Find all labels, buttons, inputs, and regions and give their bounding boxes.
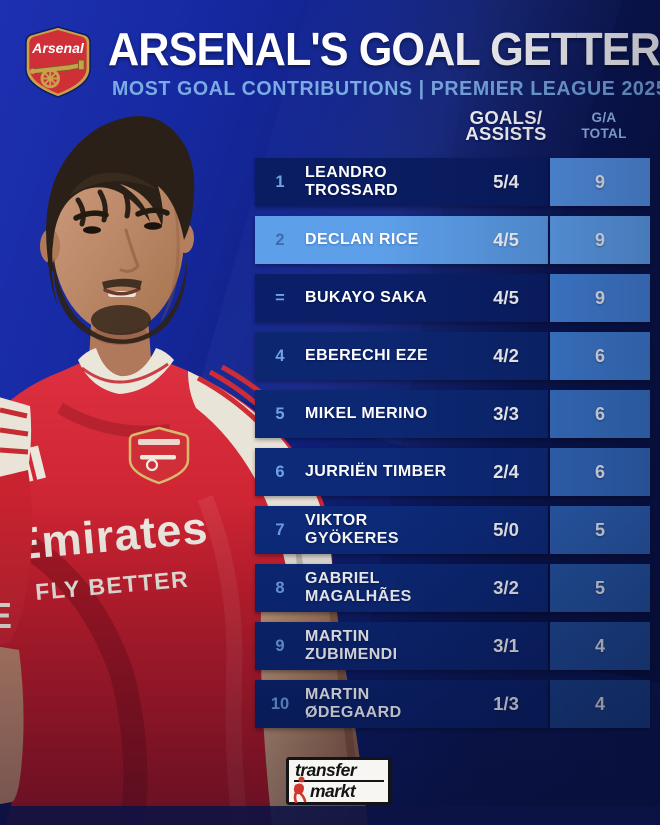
- row-main-cell: 1 LEANDRO TROSSARD 5/4: [255, 158, 548, 206]
- arsenal-chest-crest-icon: [128, 426, 190, 485]
- player-name: MARTIN ØDEGAARD: [305, 686, 402, 721]
- player-head: [40, 116, 195, 344]
- rank-cell: 8: [275, 578, 285, 597]
- column-header-total-line2: TOTAL: [581, 126, 627, 141]
- ga-total-cell: 9: [550, 274, 650, 322]
- page-title: ARSENAL'S GOAL GETTERS: [108, 23, 660, 75]
- goals-assists-value: 3/2: [493, 577, 519, 598]
- rank-cell: 10: [270, 694, 290, 713]
- goals-assists-value: 4/5: [493, 287, 519, 308]
- row-main-cell: 4 EBERECHI EZE 4/2: [255, 332, 548, 380]
- row-main-cell: 5 MIKEL MERINO 3/3: [255, 390, 548, 438]
- table-row: 6 JURRIËN TIMBER 2/4 6: [255, 448, 650, 496]
- player-name: VIKTOR GYÖKERES: [305, 512, 399, 547]
- ga-total-cell: 6: [550, 448, 650, 496]
- ga-total-cell: 4: [550, 622, 650, 670]
- left-edge-photo-strip: E: [0, 397, 33, 825]
- rank-cell: =: [275, 288, 285, 307]
- ga-total-cell: 6: [550, 390, 650, 438]
- column-header-goals-line1: GOALS/: [469, 107, 543, 128]
- fly-better-wordmark: FLY BETTER: [34, 566, 190, 605]
- rank-cell: 1: [275, 172, 285, 191]
- ga-total-cell: 6: [550, 332, 650, 380]
- player-name: JURRIËN TIMBER: [305, 463, 447, 480]
- row-main-cell: = BUKAYO SAKA 4/5: [255, 274, 548, 322]
- column-header-ga-total: G/A TOTAL: [554, 110, 654, 142]
- table-row: 1 LEANDRO TROSSARD 5/4 9: [255, 158, 650, 206]
- goals-assists-value: 2/4: [493, 461, 519, 482]
- rank-cell: 4: [275, 346, 285, 365]
- column-header-goals-assists: GOALS/ ASSISTS: [464, 107, 548, 144]
- goals-assists-value: 3/1: [493, 635, 519, 656]
- emirates-wordmark: Emirates: [8, 502, 210, 570]
- row-main-cell: 7 VIKTOR GYÖKERES 5/0: [255, 506, 548, 554]
- player-name: LEANDRO TROSSARD: [305, 164, 398, 199]
- ga-total-cell: 5: [550, 506, 650, 554]
- row-main-cell: 10 MARTIN ØDEGAARD 1/3: [255, 680, 548, 728]
- crest-wordmark: Arsenal: [31, 40, 85, 56]
- bottom-shade-strip: [0, 806, 660, 825]
- table-row: = BUKAYO SAKA 4/5 9: [255, 274, 650, 322]
- table-row: 7 VIKTOR GYÖKERES 5/0 5: [255, 506, 650, 554]
- svg-text:E: E: [0, 595, 12, 636]
- player-name: BUKAYO SAKA: [305, 289, 428, 306]
- goals-assists-value: 4/2: [493, 345, 519, 366]
- crest-cannon-icon: [30, 59, 85, 89]
- adidas-logo-icon: [8, 445, 46, 486]
- rank-cell: 6: [275, 462, 285, 481]
- ga-total-cell: 4: [550, 680, 650, 728]
- row-main-cell: 8 GABRIEL MAGALHÃES 3/2: [255, 564, 548, 612]
- transfermarkt-wordmark-bottom: markt: [310, 781, 356, 801]
- table-row: 2 DECLAN RICE 4/5 9: [255, 216, 650, 264]
- table-row: 9 MARTIN ZUBIMENDI 3/1 4: [255, 622, 650, 670]
- table-row: 10 MARTIN ØDEGAARD 1/3 4: [255, 680, 650, 728]
- goals-assists-value: 1/3: [493, 693, 519, 714]
- column-header-goals-line2: ASSISTS: [465, 123, 547, 144]
- ga-total-cell: 5: [550, 564, 650, 612]
- player-name: MIKEL MERINO: [305, 405, 428, 422]
- goals-assists-value: 5/4: [493, 171, 519, 192]
- table-row: 8 GABRIEL MAGALHÃES 3/2 5: [255, 564, 650, 612]
- arsenal-crest-logo: Arsenal: [25, 26, 91, 98]
- table-row: 4 EBERECHI EZE 4/2 6: [255, 332, 650, 380]
- goals-assists-value: 3/3: [493, 403, 519, 424]
- goals-assists-value: 4/5: [493, 229, 519, 250]
- player-name: DECLAN RICE: [305, 231, 419, 248]
- player-name: GABRIEL MAGALHÃES: [305, 570, 412, 605]
- page-subtitle: MOST GOAL CONTRIBUTIONS | PREMIER LEAGUE…: [112, 78, 660, 100]
- row-main-cell: 6 JURRIËN TIMBER 2/4: [255, 448, 548, 496]
- transfermarkt-mascot-icon: [293, 776, 307, 803]
- player-name: MARTIN ZUBIMENDI: [305, 628, 398, 663]
- player-neck: [88, 304, 152, 384]
- rank-cell: 7: [275, 520, 285, 539]
- leaderboard-table: 1 LEANDRO TROSSARD 5/4 9 2 DECLAN RICE 4…: [255, 158, 650, 738]
- rank-cell: 5: [275, 404, 285, 423]
- rank-cell: 2: [275, 230, 285, 249]
- row-main-cell: 2 DECLAN RICE 4/5: [255, 216, 548, 264]
- table-row: 5 MIKEL MERINO 3/3 6: [255, 390, 650, 438]
- transfermarkt-wordmark-top: transfer: [294, 761, 384, 782]
- column-header-total-line1: G/A: [591, 110, 617, 125]
- ga-total-cell: 9: [550, 158, 650, 206]
- ga-total-cell: 9: [550, 216, 650, 264]
- transfermarkt-logo: transfer markt: [286, 757, 391, 805]
- goals-assists-value: 5/0: [493, 519, 519, 540]
- player-name: EBERECHI EZE: [305, 347, 429, 364]
- row-main-cell: 9 MARTIN ZUBIMENDI 3/1: [255, 622, 548, 670]
- rank-cell: 9: [275, 636, 285, 655]
